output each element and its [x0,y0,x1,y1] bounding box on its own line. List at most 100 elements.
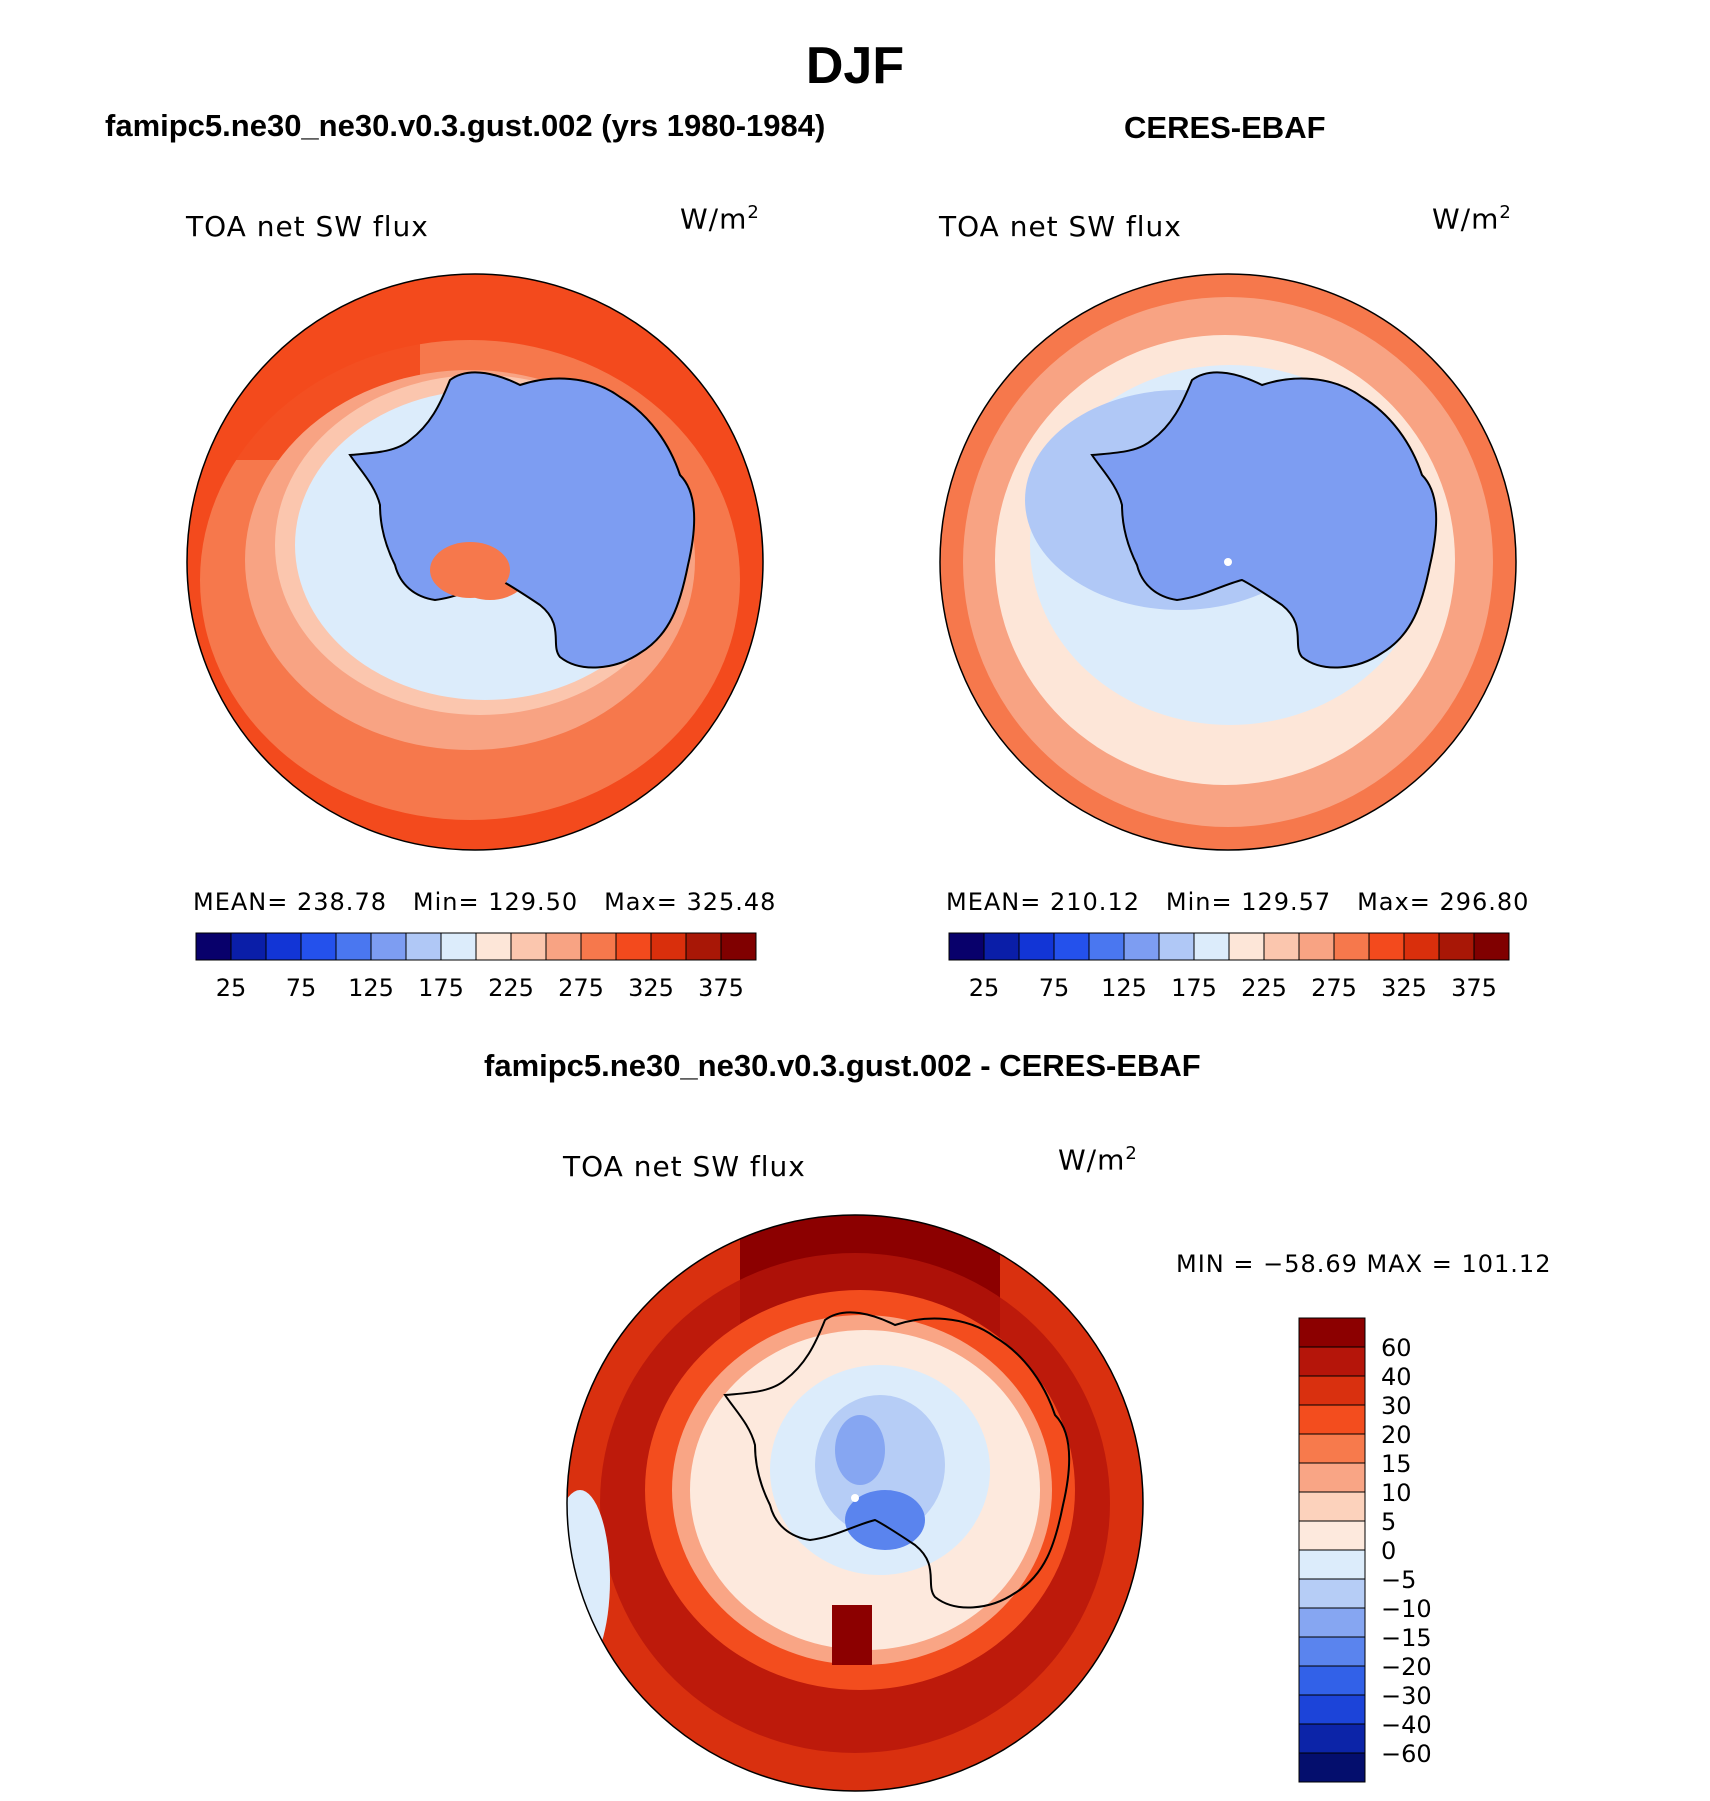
diff-variable-label: TOA net SW flux [563,1150,806,1183]
model-colorbar-swatch [440,932,477,961]
obs-variable-label: TOA net SW flux [939,210,1182,243]
diff-colorbar-swatch [1298,1752,1366,1783]
model-colorbar-tick-label: 325 [628,974,674,1002]
obs-colorbar-swatch [1088,932,1125,961]
diff-colorbar-swatch [1298,1665,1366,1696]
obs-map-border [939,273,1517,851]
model-colorbar-swatch [265,932,302,961]
diff-colorbar-swatch [1298,1317,1366,1348]
model-colorbar-swatch [405,932,442,961]
model-colorbar-swatch [545,932,582,961]
model-map [187,274,763,850]
obs-colorbar-swatch [1473,932,1510,961]
diff-colorbar-tick-label: −10 [1381,1595,1432,1623]
diff-colorbar-swatch [1298,1578,1366,1609]
model-colorbar-swatch [230,932,267,961]
model-colorbar-swatch [370,932,407,961]
obs-panel-title: CERES-EBAF [1124,110,1326,145]
diff-colorbar-tick-label: 40 [1381,1363,1412,1391]
diff-units-label: W/m2 [1058,1143,1138,1177]
model-colorbar-tick-label: 125 [348,974,394,1002]
diff-colorbar-tick-label: 60 [1381,1334,1412,1362]
model-colorbar-tick-label: 75 [286,974,317,1002]
obs-colorbar-tick-label: 275 [1311,974,1357,1002]
obs-colorbar-tick-label: 175 [1171,974,1217,1002]
model-panel-title: famipc5.ne30_ne30.v0.3.gust.002 (yrs 198… [105,108,826,143]
obs-colorbar-swatch [948,932,985,961]
diff-colorbar-swatch [1298,1375,1366,1406]
obs-colorbar-tick-label: 25 [969,974,1000,1002]
obs-colorbar-swatch [1298,932,1335,961]
obs-colorbar-swatch [1228,932,1265,961]
model-colorbar-swatch [615,932,652,961]
obs-colorbar-swatch [1158,932,1195,961]
model-colorbar-swatch [475,932,512,961]
obs-colorbar-swatch [1438,932,1475,961]
obs-colorbar-swatch [1368,932,1405,961]
diff-colorbar-tick-label: −5 [1381,1566,1416,1594]
diff-colorbar-swatch [1298,1607,1366,1638]
obs-colorbar-swatch [1193,932,1230,961]
model-colorbar-swatch [720,932,757,961]
obs-colorbar-tick-label: 225 [1241,974,1287,1002]
diff-colorbar-swatch [1298,1520,1366,1551]
model-colorbar-swatch [510,932,547,961]
diff-range-text: MIN = −58.69 MAX = 101.12 [1176,1250,1552,1278]
obs-colorbar-swatch [1123,932,1160,961]
obs-units-label: W/m2 [1432,202,1512,236]
obs-colorbar-swatch [1018,932,1055,961]
model-colorbar-swatch [335,932,372,961]
model-colorbar-swatch [195,932,232,961]
model-colorbar-tick-label: 25 [216,974,247,1002]
model-colorbar: 25 75 125 175 225 275 325 375 [195,932,757,1002]
page-title: DJF [805,37,905,95]
diff-colorbar-tick-label: −20 [1381,1653,1432,1681]
obs-colorbar: 25 75 125 175 225 275 325 375 [948,932,1510,1002]
model-colorbar-swatch [685,932,722,961]
diff-colorbar-swatch [1298,1636,1366,1667]
diff-colorbar-tick-label: 10 [1381,1479,1412,1507]
model-colorbar-tick-label: 375 [698,974,744,1002]
diff-panel-title: famipc5.ne30_ne30.v0.3.gust.002 - CERES-… [484,1048,1201,1083]
diff-colorbar-tick-label: 15 [1381,1450,1412,1478]
diff-colorbar-tick-label: −60 [1381,1740,1432,1768]
diff-colorbar-swatch [1298,1549,1366,1580]
obs-colorbar-swatch [1333,932,1370,961]
model-units-label: W/m2 [680,202,760,236]
model-colorbar-swatch [580,932,617,961]
model-colorbar-swatch [650,932,687,961]
diff-colorbar-tick-label: 30 [1381,1392,1412,1420]
diff-colorbar-swatch [1298,1462,1366,1493]
diff-colorbar-swatch [1298,1694,1366,1725]
model-colorbar-swatch [300,932,337,961]
obs-colorbar-swatch [1403,932,1440,961]
model-colorbar-tick-label: 225 [488,974,534,1002]
obs-colorbar-tick-label: 325 [1381,974,1427,1002]
obs-colorbar-tick-label: 125 [1101,974,1147,1002]
diff-colorbar-swatch [1298,1491,1366,1522]
model-stats: MEAN= 238.78 Min= 129.50 Max= 325.48 [193,888,777,916]
diff-colorbar-swatch [1298,1404,1366,1435]
obs-colorbar-swatch [1053,932,1090,961]
obs-map [940,274,1516,850]
obs-colorbar-tick-label: 375 [1451,974,1497,1002]
diff-colorbar-tick-label: 5 [1381,1508,1396,1536]
obs-colorbar-swatch [1263,932,1300,961]
model-colorbar-tick-label: 175 [418,974,464,1002]
obs-stats: MEAN= 210.12 Min= 129.57 Max= 296.80 [946,888,1530,916]
diff-colorbar-tick-label: 20 [1381,1421,1412,1449]
diff-colorbar-swatch [1298,1723,1366,1754]
obs-colorbar-swatch [983,932,1020,961]
obs-colorbar-tick-label: 75 [1039,974,1070,1002]
diff-colorbar-swatch [1298,1433,1366,1464]
diff-map [567,1215,1143,1791]
diff-colorbar-tick-label: −40 [1381,1711,1432,1739]
diff-colorbar-swatch [1298,1346,1366,1377]
model-variable-label: TOA net SW flux [186,210,429,243]
diff-colorbar-tick-label: 0 [1381,1537,1396,1565]
model-colorbar-tick-label: 275 [558,974,604,1002]
diff-colorbar-tick-label: −15 [1381,1624,1432,1652]
